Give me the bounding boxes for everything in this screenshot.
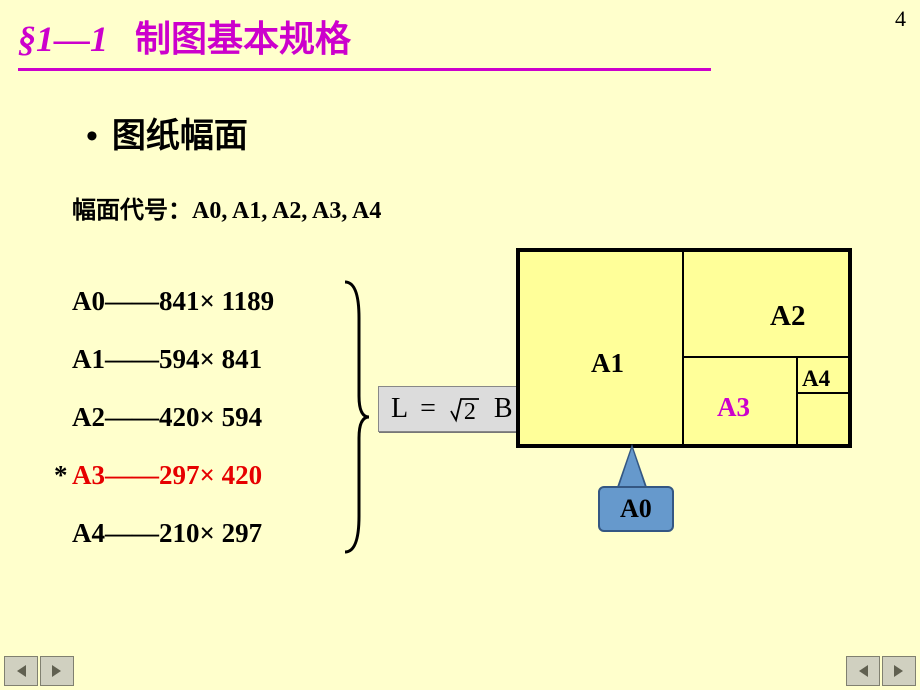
format-codes-line: 幅面代号：A0, A1, A2, A3, A4 bbox=[72, 190, 381, 225]
brace-icon bbox=[335, 278, 371, 556]
next-button[interactable] bbox=[40, 656, 74, 686]
size-row-text: A4——210× 297 bbox=[72, 518, 262, 548]
page-number: 4 bbox=[895, 6, 906, 32]
size-row-a0: A0——841× 1189 bbox=[72, 272, 274, 330]
paper-size-diagram: A1 A2 A3 A4 bbox=[516, 248, 852, 448]
label-a1: A1 bbox=[591, 348, 624, 379]
size-row-a3: *A3——297× 420 bbox=[72, 446, 274, 504]
a0-callout-pointer bbox=[618, 448, 646, 490]
label-a3: A3 bbox=[717, 392, 750, 423]
formula-radicand: 2 bbox=[464, 399, 476, 426]
codes-values: A0, A1, A2, A3, A4 bbox=[192, 198, 381, 224]
sqrt-icon: 2 bbox=[449, 393, 479, 425]
paper-size-list: A0——841× 1189 A1——594× 841 A2——420× 594 *A3… bbox=[72, 272, 274, 562]
bullet-heading: • 图纸幅面 bbox=[86, 108, 248, 157]
size-row-text: A1——594× 841 bbox=[72, 344, 262, 374]
triangle-right-icon bbox=[50, 663, 64, 679]
size-row-text: A3——297× 420 bbox=[72, 460, 262, 490]
formula-tail: B bbox=[494, 393, 513, 424]
label-a2: A2 bbox=[770, 300, 805, 333]
a2-rect bbox=[684, 248, 852, 358]
bullet-text: 图纸幅面 bbox=[112, 118, 248, 155]
nav-right-group bbox=[846, 656, 916, 686]
formula-lhs: L bbox=[391, 393, 407, 424]
next-button-2[interactable] bbox=[882, 656, 916, 686]
prev-button-2[interactable] bbox=[846, 656, 880, 686]
size-row-a4: A4——210× 297 bbox=[72, 504, 274, 562]
a0-callout: A0 bbox=[598, 486, 674, 532]
a4-divider bbox=[798, 392, 852, 394]
size-row-a1: A1——594× 841 bbox=[72, 330, 274, 388]
asterisk-icon: * bbox=[54, 446, 68, 504]
page-title: §1—1 制图基本规格 bbox=[18, 10, 711, 71]
bullet-icon: • bbox=[86, 118, 98, 155]
codes-label: 幅面代号： bbox=[72, 198, 192, 224]
triangle-left-icon bbox=[14, 663, 28, 679]
size-row-a2: A2——420× 594 bbox=[72, 388, 274, 446]
label-a4: A4 bbox=[802, 366, 830, 392]
prev-button[interactable] bbox=[4, 656, 38, 686]
section-number: §1—1 bbox=[18, 19, 108, 59]
formula-box: L = 2 B bbox=[378, 386, 526, 432]
formula-eq: = bbox=[420, 393, 436, 424]
size-row-text: A0——841× 1189 bbox=[72, 286, 274, 316]
section-heading: 制图基本规格 bbox=[135, 19, 351, 59]
nav-left-group bbox=[4, 656, 74, 686]
triangle-left-icon bbox=[856, 663, 870, 679]
size-row-text: A2——420× 594 bbox=[72, 402, 262, 432]
triangle-right-icon bbox=[892, 663, 906, 679]
